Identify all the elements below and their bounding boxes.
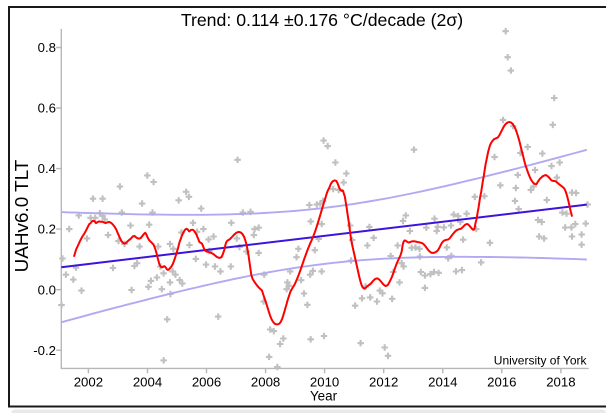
svg-text:0.8: 0.8 <box>38 40 56 55</box>
svg-text:2008: 2008 <box>251 375 280 390</box>
svg-text:-0.2: -0.2 <box>33 343 56 358</box>
svg-text:0.2: 0.2 <box>38 222 56 237</box>
svg-text:0.0: 0.0 <box>38 282 56 297</box>
svg-text:2006: 2006 <box>192 375 221 390</box>
svg-text:2012: 2012 <box>369 375 398 390</box>
svg-text:0.6: 0.6 <box>38 101 56 116</box>
svg-text:2014: 2014 <box>428 375 457 390</box>
svg-text:Year: Year <box>310 389 338 404</box>
svg-text:2018: 2018 <box>546 375 575 390</box>
svg-text:2010: 2010 <box>310 375 339 390</box>
svg-text:University of York: University of York <box>494 353 588 367</box>
svg-text:Trend: 0.114 ±0.176 °C/decade: Trend: 0.114 ±0.176 °C/decade (2σ) <box>181 10 463 30</box>
svg-text:0.4: 0.4 <box>38 161 56 176</box>
svg-text:UAHv6.0 TLT: UAHv6.0 TLT <box>12 159 33 272</box>
svg-text:2016: 2016 <box>487 375 516 390</box>
svg-text:2002: 2002 <box>74 375 103 390</box>
svg-text:2004: 2004 <box>133 375 162 390</box>
